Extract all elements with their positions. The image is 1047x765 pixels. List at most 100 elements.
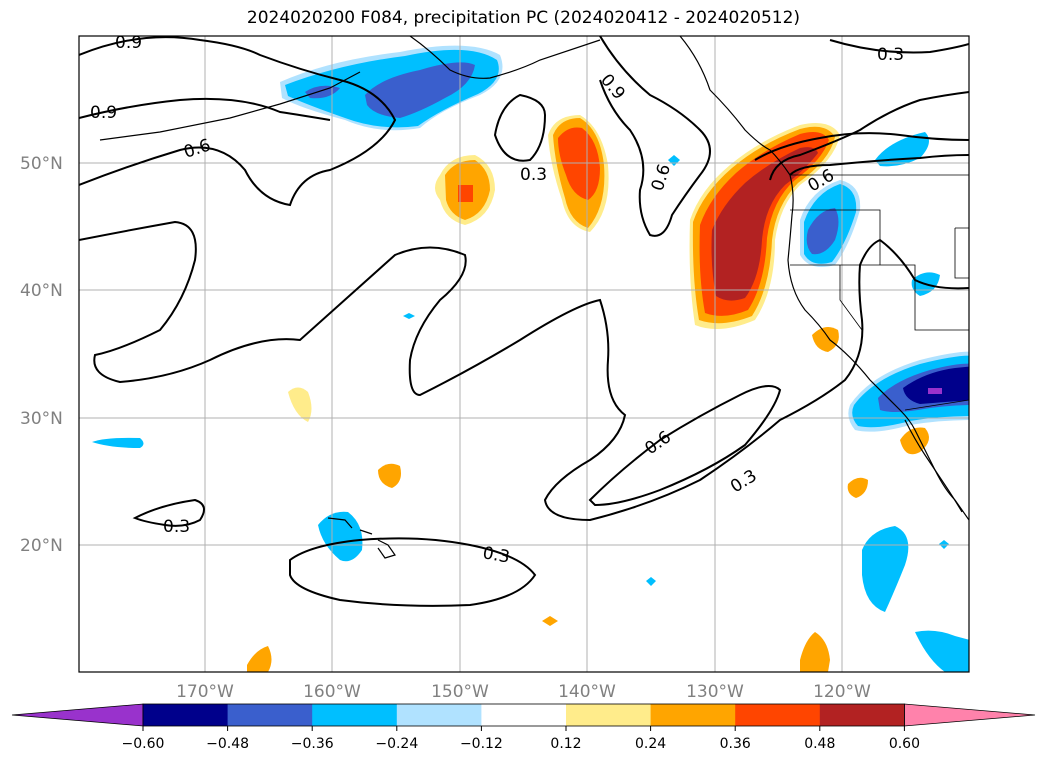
colorbar-tick-label: 0.48 [804,736,835,752]
positive-anomaly-small [800,632,830,672]
colorbar-extend-min [11,703,144,727]
contour-line [79,36,397,207]
positive-anomaly-small [812,326,839,352]
positive-anomaly-small [542,616,558,626]
contour-label: 0.6 [641,427,675,459]
us-mexico-border [904,399,969,411]
lon-label: 160°W [303,682,361,702]
state-border [839,265,863,331]
negative-anomaly-small [646,577,656,586]
political-boundaries [790,174,969,411]
contour-label: 0.6 [181,135,213,162]
positive-anomaly-blob [458,185,473,202]
contour-label: 0.3 [481,543,511,567]
negative-anomaly-socal [903,366,969,404]
lon-label: 130°W [686,682,744,702]
colorbar: −0.60 −0.48 −0.36 −0.24 −0.12 0.12 0.24 0.36 0.4… [11,703,1036,752]
contour-label: 0.3 [163,517,190,537]
contour-label: 0.9 [596,70,629,104]
lat-label: 50°N [20,154,63,174]
contour-line [599,36,711,237]
colorbar-tick-label: 0.36 [720,736,751,752]
coastline-gulf-of-alaska [409,36,601,79]
map-title: 2024020200 F084, precipitation PC (20240… [246,8,801,28]
lon-label: 140°W [558,682,616,702]
coastlines [99,36,969,559]
colorbar-tick-label: 0.12 [550,736,581,752]
colorbar-tick-label: −0.60 [122,736,165,752]
positive-anomaly-small [247,646,272,672]
latitude-labels: 50°N 40°N 30°N 20°N [20,154,63,556]
contour-line [769,91,969,181]
colorbar-frame [142,703,905,727]
contour-line [789,154,969,176]
map-plot-area: 0.9 0.9 0.6 0.9 0.3 0.6 0.3 0.6 0.6 0.3 … [79,33,969,672]
positive-anomaly-small [900,427,929,455]
colorbar-tick-label: 0.24 [635,736,666,752]
contour-label: 0.3 [877,45,904,65]
contour-line [132,498,205,527]
contour-line [493,93,547,162]
colorbar-extend-max [904,703,1036,727]
colorbar-segment [481,704,567,726]
state-border [790,209,881,265]
positive-anomaly-small [288,387,312,422]
negative-anomaly-oregon [806,208,839,255]
precip-fill-layer [92,45,969,672]
positive-anomaly-blob [558,127,600,200]
contour-labels: 0.9 0.9 0.6 0.9 0.3 0.6 0.3 0.6 0.6 0.3 … [90,33,904,568]
lon-label: 150°W [431,682,489,702]
coastline-baja [904,419,963,513]
coastline-north-america [679,36,969,521]
lat-label: 20°N [20,536,63,556]
state-border [954,227,969,279]
colorbar-segment [312,704,398,726]
colorbar-tick-label: −0.12 [460,736,503,752]
negative-anomaly-baja [915,630,969,672]
negative-anomaly-hawaii [318,511,363,562]
negative-anomaly-socal [928,388,942,394]
contour-line [588,385,782,507]
lat-label: 40°N [20,281,63,301]
contour-line [829,39,969,54]
colorbar-tick-label: 0.60 [889,736,920,752]
contour-label: 0.6 [648,162,675,194]
negative-anomaly-small [92,437,144,448]
colorbar-tick-label: −0.36 [291,736,334,752]
map-frame [78,35,970,673]
colorbar-segment [819,704,905,726]
lon-label: 120°W [813,682,871,702]
coastline-aleutians [99,71,361,141]
contour-lines [79,36,969,607]
contour-label: 0.3 [727,466,761,497]
state-border [790,264,969,331]
negative-anomaly-aleutians [305,85,340,99]
positive-anomaly-atmospheric-river [711,147,818,301]
colorbar-tick-label: −0.48 [206,736,249,752]
colorbar-segment [735,704,821,726]
coastline-hawaii [327,517,396,559]
contour-line [289,537,537,607]
graticule [79,36,969,672]
contour-label: 0.9 [90,103,117,123]
positive-anomaly-small [847,477,868,498]
colorbar-segment [650,704,736,726]
negative-anomaly-baja [862,526,909,612]
contour-line [79,97,331,121]
colorbar-segment [566,704,652,726]
negative-anomaly-small [403,313,415,319]
positive-anomaly-small [378,463,401,488]
colorbar-segment [396,704,482,726]
lat-label: 30°N [20,409,63,429]
contour-label: 0.9 [115,33,142,53]
colorbar-segment [227,704,313,726]
lon-label: 170°W [176,682,234,702]
colorbar-segment [143,704,229,726]
longitude-labels: 170°W 160°W 150°W 140°W 130°W 120°W [176,682,871,702]
contour-label: 0.3 [520,165,547,185]
contour-line [754,132,969,161]
colorbar-tick-label: −0.24 [375,736,418,752]
negative-anomaly-small [668,155,680,166]
contour-line [79,220,969,522]
